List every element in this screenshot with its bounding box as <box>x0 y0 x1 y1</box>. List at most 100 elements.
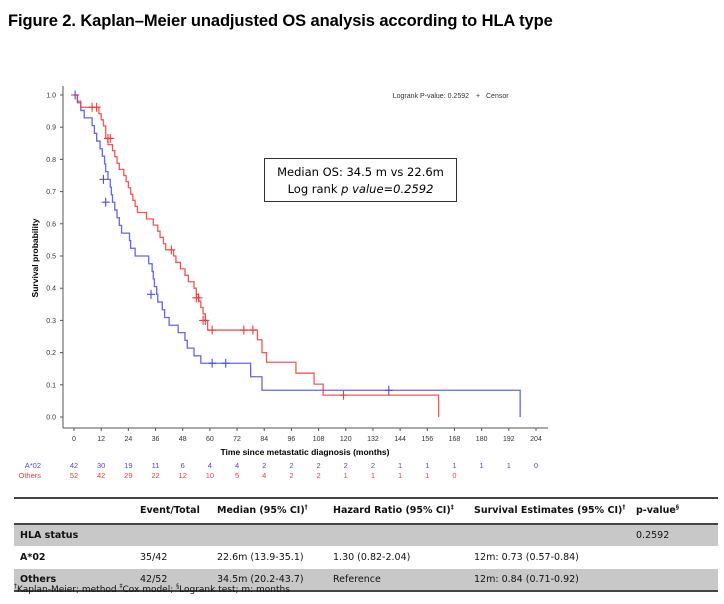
annotation-logrank: Log rank p value=0.2592 <box>265 182 456 196</box>
at-risk-count: 2 <box>289 461 293 470</box>
header-median: Median (95% CI)† <box>217 500 308 521</box>
row-divider <box>14 546 718 547</box>
annotation-logrank-pvalue: p value=0.2592 <box>341 182 434 196</box>
at-risk-count: 4 <box>208 461 212 470</box>
row-label: HLA status <box>20 530 79 541</box>
header-event-total: Event/Total <box>140 505 200 516</box>
row-event-total: 42/52 <box>140 574 168 585</box>
y-axis-title: Survival probability <box>30 218 40 297</box>
censor-mark <box>194 293 203 303</box>
x-tick-label: 0 <box>72 436 76 443</box>
censor-plus-icon: + <box>476 93 480 100</box>
at-risk-count: 52 <box>70 471 78 480</box>
header-survival-text: Survival Estimates (95% CI) <box>474 505 623 516</box>
x-tick-label: 84 <box>260 436 268 443</box>
series-a02 <box>71 90 521 417</box>
row-median: 22.6m (13.9-35.1) <box>217 552 304 563</box>
at-risk-count: 2 <box>262 461 266 470</box>
at-risk-count: 1 <box>507 461 511 470</box>
table-row: HLA status 0.2592 <box>14 525 718 546</box>
at-risk-count: 42 <box>97 471 105 480</box>
censor-mark <box>106 133 115 143</box>
censor-mark <box>221 358 230 368</box>
at-risk-count: 19 <box>124 461 132 470</box>
header-median-sup: † <box>304 503 308 511</box>
at-risk-count: 1 <box>344 471 348 480</box>
at-risk-count: 1 <box>371 471 375 480</box>
at-risk-count: 2 <box>317 471 321 480</box>
header-hazard-text: Hazard Ratio (95% CI) <box>333 505 451 516</box>
at-risk-count: 30 <box>97 461 105 470</box>
at-risk-count: 2 <box>344 461 348 470</box>
row-label: A*02 <box>20 552 46 563</box>
censor-mark <box>208 358 217 368</box>
x-tick-label: 204 <box>530 436 542 443</box>
survival-curve <box>74 94 521 417</box>
row-survival: 12m: 0.73 (0.57-0.84) <box>474 552 579 563</box>
x-tick-label: 60 <box>206 436 214 443</box>
x-tick-label: 144 <box>394 436 406 443</box>
censor-mark <box>99 174 108 184</box>
row-pvalue: 0.2592 <box>636 530 670 541</box>
header-survival-sup: † <box>622 503 626 511</box>
y-tick-label: 1.0 <box>46 93 56 100</box>
header-hazard-ratio: Hazard Ratio (95% CI)‡ <box>333 500 454 521</box>
figure-title: Figure 2. Kaplan–Meier unadjusted OS ana… <box>8 12 553 30</box>
footnote-sup-ddagger: ‡ <box>119 583 123 590</box>
footnote-km: Kaplan-Meier; method <box>17 585 120 595</box>
x-tick-label: 168 <box>449 436 461 443</box>
at-risk-count: 29 <box>124 471 132 480</box>
x-tick-label: 72 <box>233 436 241 443</box>
row-label: Others <box>20 574 57 585</box>
y-tick-label: 0.2 <box>46 350 56 357</box>
header-median-text: Median (95% CI) <box>217 505 305 516</box>
censor-mark <box>101 197 110 207</box>
at-risk-count: 1 <box>480 461 484 470</box>
y-tick-label: 0.0 <box>46 415 56 422</box>
at-risk-count: 11 <box>152 461 160 470</box>
km-chart: 0.00.10.20.30.40.50.60.70.80.91.0 0 12 24 3… <box>18 86 548 480</box>
y-tick-label: 0.1 <box>46 382 56 389</box>
median-os-annotation: Median OS: 34.5 m vs 22.6m Log rank p va… <box>264 158 457 202</box>
x-tick-label: 156 <box>421 436 433 443</box>
x-tick-label: 108 <box>313 436 325 443</box>
row-hazard: 1.30 (0.82-2.04) <box>333 552 411 563</box>
at-risk-count: 0 <box>534 461 538 470</box>
y-tick-label: 0.8 <box>46 157 56 164</box>
x-axis-title: Time since metastatic diagnosis (months) <box>221 447 390 457</box>
legend-censor-label: Censor <box>486 93 509 100</box>
at-risk-count: 1 <box>398 471 402 480</box>
censor-mark <box>248 325 257 335</box>
y-tick-label: 0.4 <box>46 286 56 293</box>
legend: Logrank P-value: 0.2592 + Censor <box>393 93 510 100</box>
table-header-row: Event/Total Median (95% CI)† Hazard Rati… <box>14 500 718 521</box>
risk-label-others: Others <box>18 471 41 480</box>
at-risk-count: 0 <box>452 471 456 480</box>
censor-mark <box>147 289 155 299</box>
at-risk-count: 4 <box>235 461 239 470</box>
risk-table: A*02 Others 42 30 19 11 6 4 4 2 2 2 2 2 1 1 1 1 1 052 42 29… <box>18 461 538 480</box>
header-pvalue-sup: § <box>675 503 679 511</box>
at-risk-count: 42 <box>70 461 78 470</box>
x-tick-label: 36 <box>152 436 160 443</box>
censor-mark <box>339 390 348 400</box>
header-pvalue-text: p-value <box>636 505 676 516</box>
table-bottom-rule <box>14 590 718 592</box>
x-tick-label: 132 <box>367 436 379 443</box>
y-tick-label: 0.6 <box>46 221 56 228</box>
risk-label-a02: A*02 <box>25 461 41 470</box>
footnote-cox: Cox model; <box>122 585 177 595</box>
survival-curve <box>74 94 440 417</box>
x-tick-label: 48 <box>179 436 187 443</box>
at-risk-count: 22 <box>151 471 159 480</box>
x-tick-label: 120 <box>340 436 352 443</box>
at-risk-count: 12 <box>179 471 187 480</box>
x-tick-label: 192 <box>503 436 515 443</box>
censor-mark <box>384 385 393 395</box>
x-tick-label: 12 <box>97 436 105 443</box>
at-risk-count: 2 <box>317 461 321 470</box>
table-top-rule <box>14 497 718 499</box>
at-risk-count: 2 <box>371 461 375 470</box>
y-tick-label: 0.9 <box>46 125 56 132</box>
legend-logrank-text: Logrank P-value: 0.2592 <box>393 93 469 100</box>
